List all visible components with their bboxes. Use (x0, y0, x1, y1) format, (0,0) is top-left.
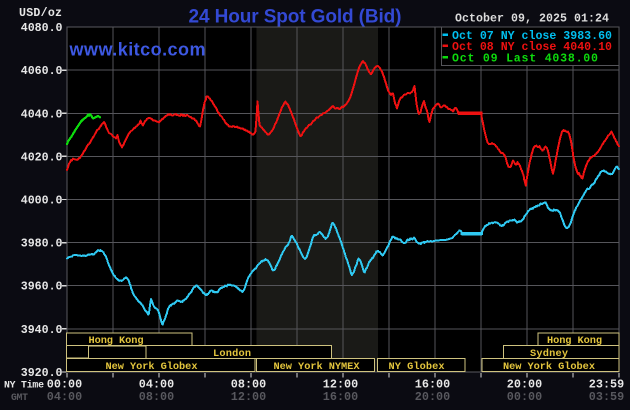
svg-text:Hong Kong: Hong Kong (89, 335, 144, 347)
svg-text:20:00: 20:00 (507, 377, 542, 391)
svg-text:16:00: 16:00 (415, 377, 450, 391)
svg-text:12:00: 12:00 (231, 390, 266, 404)
svg-text:www.kitco.com: www.kitco.com (69, 40, 206, 60)
svg-text:08:00: 08:00 (139, 390, 174, 404)
svg-text:12:00: 12:00 (323, 377, 358, 391)
svg-text:Oct 09 Last 4038.00: Oct 09 Last 4038.00 (452, 52, 598, 65)
svg-text:Oct 08 NY close 4040.10: Oct 08 NY close 4040.10 (452, 41, 612, 54)
svg-text:Sydney: Sydney (530, 348, 568, 360)
svg-text:USD/oz: USD/oz (19, 7, 62, 20)
svg-text:24 Hour Spot Gold (Bid): 24 Hour Spot Gold (Bid) (189, 7, 402, 28)
svg-text:3920.0: 3920.0 (21, 367, 63, 380)
svg-text:23:59: 23:59 (589, 377, 624, 391)
svg-text:NY Time: NY Time (4, 380, 44, 391)
svg-text:04:00: 04:00 (139, 377, 174, 391)
svg-text:4000.0: 4000.0 (21, 195, 63, 208)
svg-text:3980.0: 3980.0 (21, 238, 63, 251)
svg-text:4080.0: 4080.0 (21, 22, 63, 35)
svg-text:03:59: 03:59 (589, 390, 624, 404)
svg-text:GMT: GMT (11, 392, 28, 403)
svg-text:3960.0: 3960.0 (21, 281, 63, 294)
svg-text:3940.0: 3940.0 (21, 324, 63, 337)
svg-text:October 09, 2025 01:24: October 09, 2025 01:24 (455, 13, 609, 26)
svg-text:New York Globex: New York Globex (503, 361, 595, 373)
svg-text:4060.0: 4060.0 (21, 65, 63, 78)
svg-text:NY Globex: NY Globex (389, 361, 445, 373)
svg-text:Oct 07 NY close 3983.60: Oct 07 NY close 3983.60 (452, 30, 612, 43)
svg-text:New York NYMEX: New York NYMEX (274, 361, 361, 373)
svg-text:00:00: 00:00 (47, 377, 82, 391)
svg-text:4020.0: 4020.0 (21, 151, 63, 164)
svg-text:08:00: 08:00 (231, 377, 266, 391)
svg-text:00:00: 00:00 (507, 390, 542, 404)
svg-text:16:00: 16:00 (323, 390, 358, 404)
svg-text:New York Globex: New York Globex (106, 361, 198, 373)
svg-text:Hong Kong: Hong Kong (547, 335, 602, 347)
svg-text:London: London (213, 348, 251, 360)
svg-text:20:00: 20:00 (415, 390, 450, 404)
svg-text:04:00: 04:00 (47, 390, 82, 404)
svg-text:4040.0: 4040.0 (21, 108, 63, 121)
